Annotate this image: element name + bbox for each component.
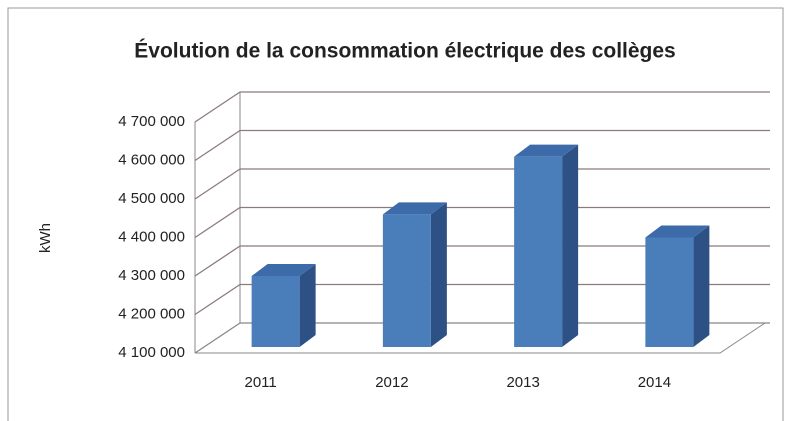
y-tick-label: 4 400 000 <box>118 228 185 245</box>
chart-frame <box>7 7 784 421</box>
y-tick-label: 4 600 000 <box>118 151 185 168</box>
y-tick-label: 4 300 000 <box>118 267 185 284</box>
bar <box>514 156 563 347</box>
bar <box>251 276 300 347</box>
bar-side <box>430 202 447 347</box>
grid-line <box>194 168 770 200</box>
grid-line <box>194 245 770 277</box>
grid-line <box>194 129 770 162</box>
bar-top <box>382 202 447 215</box>
bar-top <box>645 225 710 238</box>
bar-side <box>299 264 316 347</box>
bar <box>382 214 431 347</box>
grid-line <box>194 283 770 316</box>
x-tick-label: 2012 <box>375 374 408 391</box>
x-tick-label: 2011 <box>244 374 276 391</box>
y-tick-label: 4 700 000 <box>118 113 185 130</box>
grid-line <box>194 206 770 239</box>
chart-title: Évolution de la consommation électrique … <box>134 40 675 63</box>
bar <box>645 237 694 347</box>
y-tick-label: 4 100 000 <box>118 344 185 361</box>
x-tick-label: 2013 <box>506 374 539 391</box>
floor-edge <box>195 322 766 354</box>
grid-line <box>194 322 770 354</box>
bar-top <box>251 264 316 276</box>
y-tick-label: 4 500 000 <box>118 190 185 207</box>
bar-top <box>514 144 579 157</box>
x-tick-label: 2014 <box>638 374 671 391</box>
grid-line <box>194 91 770 123</box>
bar-side <box>693 225 710 347</box>
y-axis-label: kWh <box>37 223 54 253</box>
bar-side <box>562 144 579 347</box>
y-tick-label: 4 200 000 <box>118 305 185 322</box>
